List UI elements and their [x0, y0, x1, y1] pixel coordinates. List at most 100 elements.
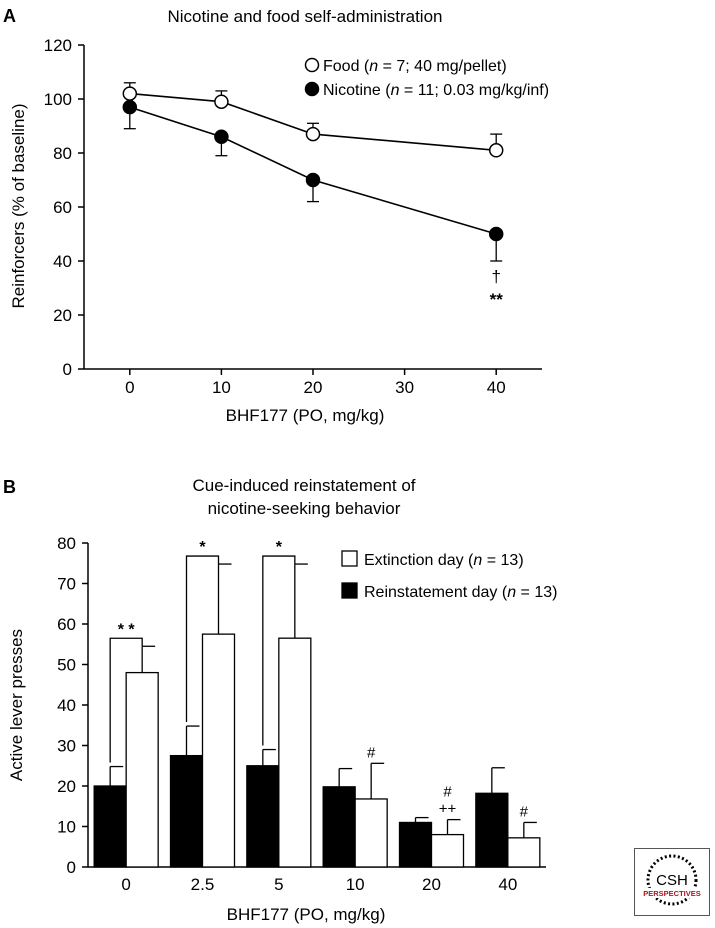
panel-a: A Nicotine and food self-administration …: [3, 6, 549, 425]
csh-perspectives-logo: CSH PERSPECTIVES: [634, 848, 710, 916]
bar-reinstatement-day: [169, 754, 204, 868]
series-food: [122, 82, 504, 158]
logo-text-perspectives: PERSPECTIVES: [643, 889, 701, 898]
legend-food-label: Food (n = 7; 40 mg/pellet): [323, 58, 507, 75]
x-tick-label: 2.5: [191, 875, 215, 894]
bar-reinstatement-day: [93, 785, 127, 868]
panel-a-label: A: [3, 6, 16, 26]
annotation-dagger: †: [491, 267, 500, 286]
y-tick-label: 10: [57, 818, 76, 837]
panel-b-bar-annotations: ##++ #: [367, 744, 529, 820]
y-tick-label: 80: [53, 144, 72, 163]
x-tick-label: 30: [395, 378, 414, 397]
x-tick-label: 0: [125, 378, 134, 397]
panel-b-significance-brackets: * * * *: [109, 539, 296, 763]
panel-a-series: [122, 82, 504, 262]
panel-a-xlabel: BHF177 (PO, mg/kg): [226, 406, 385, 425]
series-line: [129, 106, 497, 235]
x-tick-label: 20: [422, 875, 441, 894]
legend-nicotine-marker: [304, 81, 320, 97]
x-tick-label: 5: [274, 875, 283, 894]
panel-a-x-ticks: 0 10 20 30 40: [125, 369, 506, 397]
y-tick-label: 40: [57, 696, 76, 715]
y-tick-label: 40: [53, 252, 72, 271]
bar-extinction-day: [430, 833, 465, 868]
bar-extinction-day: [507, 837, 541, 868]
y-tick-label: 60: [57, 615, 76, 634]
logo-emblem: CSH PERSPECTIVES: [642, 854, 702, 906]
panel-a-y-ticks: 0 20 40 60 80 100 120: [44, 36, 84, 379]
y-tick-label: 20: [53, 306, 72, 325]
data-point: [214, 129, 229, 145]
y-tick-label: 20: [57, 777, 76, 796]
x-tick-label: 10: [212, 378, 231, 397]
significance-bracket: [185, 555, 220, 723]
panel-b-ylabel: Active lever presses: [7, 629, 26, 781]
x-tick-label: 20: [304, 378, 323, 397]
y-tick-label: 60: [53, 198, 72, 217]
panel-b-label: B: [3, 477, 16, 497]
panel-b-bars: [93, 563, 541, 868]
significance-bracket: [262, 555, 296, 746]
logo-ring-icon: [646, 854, 698, 906]
legend-nicotine-label: Nicotine (n = 11; 0.03 mg/kg/inf): [323, 82, 549, 99]
data-point: [488, 143, 504, 158]
y-tick-label: 80: [57, 534, 76, 553]
bar-extinction-day: [125, 671, 159, 868]
significance-stars: * *: [118, 621, 136, 638]
y-tick-label: 0: [67, 858, 76, 877]
bar-reinstatement-day: [246, 765, 280, 868]
panel-b-x-tick-labels: 0 2.5 5 10 20 40: [121, 875, 517, 894]
y-tick-label: 0: [63, 360, 72, 379]
x-tick-label: 40: [487, 378, 506, 397]
bar-annotation: #: [367, 744, 376, 761]
y-tick-label: 30: [57, 737, 76, 756]
significance-stars: *: [199, 539, 206, 556]
data-point: [122, 86, 138, 101]
y-tick-label: 120: [44, 36, 72, 55]
significance-bracket: [109, 637, 143, 763]
panel-b-title-line-2: nicotine-seeking behavior: [208, 499, 401, 518]
series-nicotine: [122, 99, 504, 262]
bar-annotation: #: [520, 803, 529, 820]
bar-annotation: ++: [439, 801, 457, 818]
panel-a-title: Nicotine and food self-administration: [168, 7, 443, 26]
annotation-double-star: **: [490, 290, 504, 309]
panel-b-xlabel: BHF177 (PO, mg/kg): [227, 905, 386, 924]
significance-stars: *: [276, 539, 283, 556]
series-line: [129, 92, 497, 152]
legend-extinction-label: Extinction day (n = 13): [364, 552, 524, 569]
bar-extinction-day: [354, 798, 388, 868]
bar-annotation: #: [443, 784, 452, 801]
y-tick-label: 50: [57, 656, 76, 675]
x-tick-label: 40: [498, 875, 517, 894]
logo-text-csh: CSH: [656, 872, 688, 889]
legend-extinction-swatch: [341, 550, 358, 567]
legend-food-marker: [304, 57, 320, 73]
bar-reinstatement-day: [475, 792, 509, 868]
bar-extinction-day: [201, 633, 236, 868]
panel-b-legend: Extinction day (n = 13) Reinstatement da…: [341, 550, 557, 601]
data-point: [488, 226, 504, 242]
data-point: [305, 172, 321, 188]
x-tick-label: 0: [121, 875, 130, 894]
legend-reinstatement-swatch: [341, 582, 358, 599]
x-tick-label: 10: [346, 875, 365, 894]
panel-a-annotations: † **: [490, 267, 504, 309]
panel-a-legend: Food (n = 7; 40 mg/pellet) Nicotine (n =…: [304, 57, 549, 99]
panel-b: B Cue-induced reinstatement of nicotine-…: [3, 476, 557, 924]
y-tick-label: 100: [44, 90, 72, 109]
panel-b-y-ticks: 0 10 20 30 40 50 60 70 80: [57, 534, 88, 877]
data-point: [305, 126, 321, 142]
logo-band: [642, 888, 702, 898]
data-point: [214, 94, 229, 109]
panel-b-title-line-1: Cue-induced reinstatement of: [192, 476, 415, 495]
y-tick-label: 70: [57, 575, 76, 594]
bar-reinstatement-day: [322, 786, 356, 868]
legend-reinstatement-label: Reinstatement day (n = 13): [364, 584, 557, 601]
data-point: [122, 99, 138, 115]
bar-extinction-day: [278, 637, 312, 868]
bar-reinstatement-day: [398, 821, 433, 868]
panel-a-ylabel: Reinforcers (% of baseline): [9, 103, 28, 308]
